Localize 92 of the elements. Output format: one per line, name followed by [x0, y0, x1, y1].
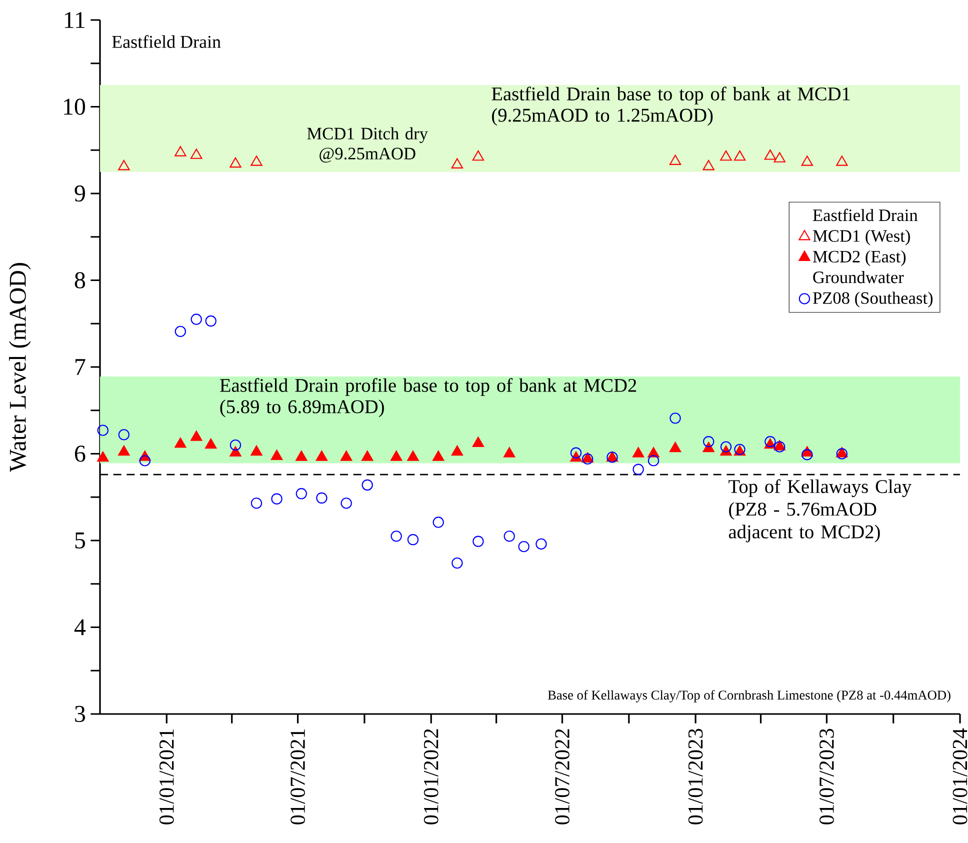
legend-label: PZ08 (Southeast) [812, 292, 933, 308]
point [270, 450, 283, 460]
point [669, 154, 682, 166]
point [174, 326, 186, 338]
point [734, 150, 746, 161]
point [504, 530, 515, 542]
x-tick-label: 01/01/2021 [159, 729, 174, 824]
point [802, 449, 813, 460]
point [669, 442, 682, 452]
point [190, 148, 202, 159]
x-tick-label: 01/01/2023 [688, 728, 703, 824]
x-tick-label: 01/07/2021 [290, 729, 305, 824]
point [230, 446, 242, 456]
point [230, 157, 242, 168]
legend-label: MCD1 (West) [812, 230, 910, 246]
point [451, 158, 464, 168]
point [362, 450, 374, 461]
point [296, 450, 308, 461]
point [536, 538, 547, 550]
legend-label: MCD2 (East) [812, 250, 906, 266]
point [432, 450, 444, 461]
x-tick-label: 01/01/2024 [952, 728, 968, 824]
point [472, 436, 484, 447]
point [801, 156, 813, 166]
point [316, 450, 328, 461]
point [316, 492, 328, 504]
point [230, 439, 242, 451]
point [702, 160, 714, 170]
point [472, 150, 484, 161]
x-tick-label: 01/07/2022 [555, 729, 570, 824]
annotation: Base of Kellaways Clay/Top of Cornbrash Limestone (PZ8 at -0.44mAOD) [548, 690, 950, 702]
point [504, 447, 516, 458]
point [250, 445, 262, 456]
point [205, 315, 216, 327]
point [271, 493, 282, 504]
point [702, 442, 714, 452]
point [452, 557, 463, 569]
point [190, 314, 202, 325]
point [250, 156, 262, 166]
point [174, 438, 186, 448]
y-tick-label: 3 [75, 706, 86, 722]
point [205, 438, 217, 449]
point [670, 412, 681, 424]
point [774, 152, 786, 162]
y-tick-label: 10 [64, 98, 86, 115]
y-axis-title: Water Level (mAOD) [9, 263, 31, 472]
legend-title: Eastfield Drain [812, 208, 918, 222]
point [97, 451, 109, 462]
point [250, 498, 262, 509]
text: Eastfield Drain [112, 35, 221, 48]
point [118, 429, 130, 440]
point [632, 447, 644, 458]
point [702, 436, 714, 448]
band-label: Eastfield Drain profile base to top of bank at MCD2 (5.89 to 6.89mAOD) [220, 378, 636, 418]
point [432, 516, 444, 528]
x-tick-label: 01/01/2022 [424, 729, 438, 824]
point [648, 455, 660, 466]
point [720, 441, 732, 452]
point [451, 445, 464, 456]
point [97, 424, 108, 436]
point [407, 450, 419, 461]
y-tick-label: 9 [74, 185, 85, 202]
y-tick-label: 11 [64, 12, 85, 28]
y-tick-label: 6 [74, 446, 86, 462]
annotation: MCD1 Ditch dry @9.25mAOD [307, 127, 428, 163]
band-label: Eastfield Drain base to top of bank at MCD1 (9.25mAOD to 1.25mAOD) [492, 86, 850, 126]
point [407, 534, 419, 546]
point [118, 445, 130, 456]
point [118, 160, 130, 170]
point [570, 447, 582, 458]
point [139, 455, 151, 466]
point [632, 464, 644, 475]
y-tick-label: 7 [76, 359, 86, 375]
y-tick-label: 5 [75, 532, 86, 548]
x-tick-label: 01/07/2023 [820, 728, 834, 824]
point [518, 540, 530, 552]
point [472, 536, 484, 547]
ref-line-label: Top of Kellaways Clay (PZ8 - 5.76mAOD adjacent to MCD2) [728, 479, 912, 542]
y-tick-label: 4 [74, 619, 86, 636]
point [340, 450, 352, 461]
point [190, 430, 202, 441]
point [296, 488, 308, 500]
point [174, 146, 186, 156]
point [836, 156, 848, 166]
y-tick-label: 8 [74, 272, 86, 288]
annotation: Groundwater [813, 271, 904, 284]
point [340, 498, 352, 509]
point [764, 150, 776, 160]
point [390, 530, 402, 542]
point [390, 450, 402, 461]
point [720, 150, 732, 161]
point [362, 479, 373, 491]
